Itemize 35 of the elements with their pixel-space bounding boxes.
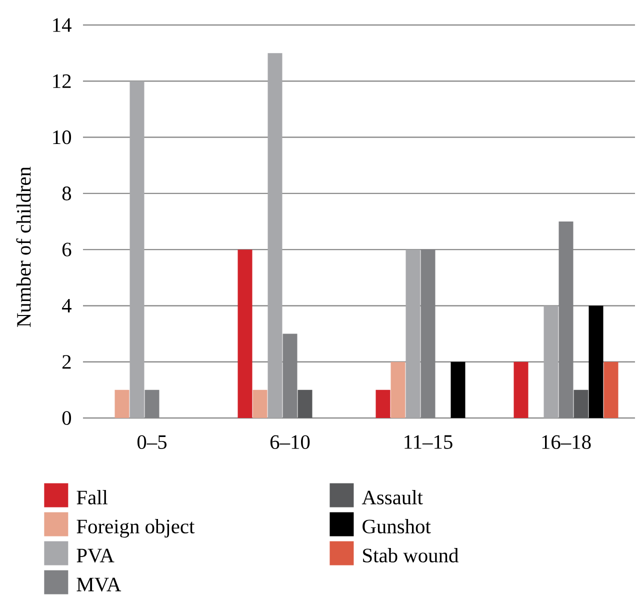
bar [574, 390, 588, 418]
bar [114, 390, 130, 418]
y-tick-label: 4 [62, 298, 72, 312]
x-tick-label: 0–5 [137, 435, 167, 449]
bar [588, 306, 604, 418]
bar [406, 250, 420, 418]
legend-label: Gunshot [362, 519, 431, 534]
x-tick-label: 16–18 [542, 435, 591, 449]
legend-label: Assault [362, 490, 423, 504]
y-tick-label: 0 [62, 411, 72, 425]
y-tick-label: 2 [62, 355, 71, 369]
x-tick-label: 11–15 [404, 435, 452, 449]
y-tick-label: 8 [62, 186, 72, 200]
bar [268, 53, 282, 418]
x-tick-label: 6–10 [270, 435, 310, 449]
bar [544, 306, 558, 418]
bar [514, 362, 528, 418]
bar [298, 390, 312, 418]
y-tick-label: 14 [53, 18, 72, 32]
bar [130, 81, 144, 418]
bar [376, 390, 390, 418]
bar [390, 362, 406, 418]
y-tick-label: 10 [53, 130, 72, 144]
legend-label: Stab wound [363, 548, 458, 562]
bar [604, 362, 618, 418]
y-tick-label: 12 [53, 74, 71, 88]
y-axis-title: Number of children [16, 166, 31, 327]
legend-label: MVA [76, 578, 122, 592]
bar [238, 250, 252, 418]
bar [252, 390, 268, 418]
y-tick-label: 6 [62, 242, 72, 256]
legend-label: Foreign object [76, 519, 195, 538]
legend-label: PVA [76, 548, 114, 563]
bar [450, 362, 466, 418]
legend-label: Fall [76, 490, 108, 504]
